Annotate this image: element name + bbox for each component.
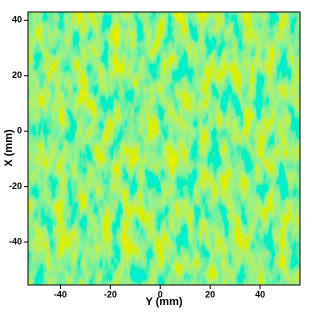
heatmap-field — [28, 12, 300, 285]
x-axis-title: Y (mm) — [145, 296, 182, 308]
x-tick-label: -40 — [54, 289, 67, 299]
page: {"chart_data": {"type": "heatmap", "xlab… — [2, 11, 301, 308]
x-tick-label: 0 — [158, 289, 163, 299]
y-tick-label: 20 — [12, 70, 22, 80]
x-tick-label: 40 — [255, 289, 265, 299]
y-tick-label: -20 — [9, 181, 22, 191]
x-tick-label: 20 — [205, 289, 215, 299]
x-tick-label: -20 — [104, 289, 117, 299]
y-tick-label: 40 — [12, 15, 22, 25]
y-tick-label: -40 — [9, 236, 22, 246]
y-tick-label: 0 — [17, 126, 22, 136]
plot-frame — [27, 11, 301, 286]
field-texture — [28, 12, 300, 285]
y-axis-title: X (mm) — [3, 129, 15, 167]
chart: Y (mm) X (mm) -40 -20 0 20 40 -40 -20 0 20 40 — [3, 11, 301, 308]
